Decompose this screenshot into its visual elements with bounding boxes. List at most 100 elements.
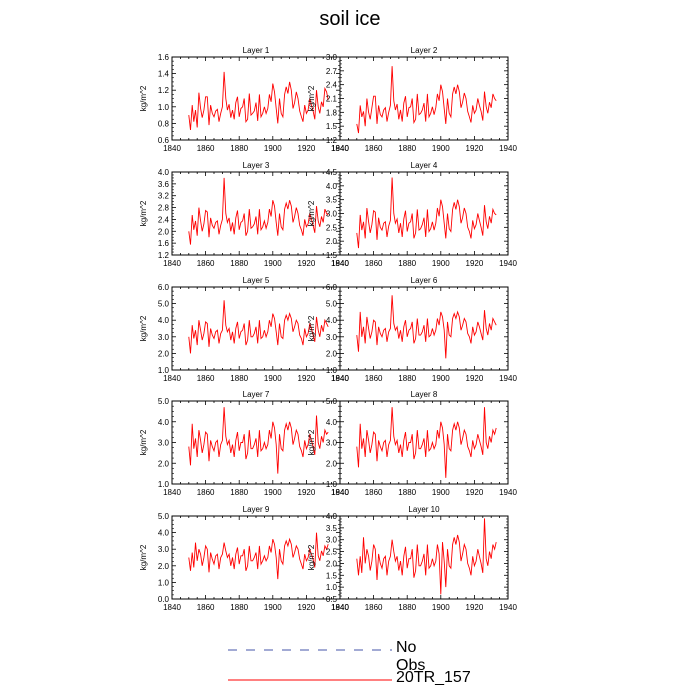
legend-label-no-obs: No Obs [396,639,426,674]
y-tick-label: 4.0 [326,316,338,325]
x-tick-label: 1880 [230,603,248,612]
x-tick-label: 1940 [331,603,349,612]
x-tick-label: 1940 [499,374,517,383]
x-tick-label: 1880 [398,488,416,497]
panel-3: Layer 3 kg/m^2 1840 1860 1880 1900 1920 1940 1.2… [139,161,349,268]
series-line-20tr-157 [188,407,329,474]
x-tick-label: 1900 [264,488,282,497]
y-tick-label: 1.4 [158,70,170,79]
x-tick-label: 1900 [264,374,282,383]
x-tick-label: 1900 [432,488,450,497]
y-tick-label: 4.5 [326,168,338,177]
series-line-20tr-157 [356,66,497,134]
y-tick-label: 3.0 [326,53,338,62]
y-tick-label: 1.0 [326,583,338,592]
panel-title: Layer 1 [243,46,270,55]
y-tick-label: 4.0 [158,316,170,325]
x-tick-label: 1940 [331,144,349,153]
y-axis-label: kg/m^2 [139,315,148,341]
y-tick-label: 6.0 [326,283,338,292]
x-tick-label: 1840 [331,603,349,612]
y-axis-label: kg/m^2 [307,429,316,455]
x-tick-label: 1840 [331,259,349,268]
y-tick-label: 1.2 [158,86,170,95]
y-axis-label: kg/m^2 [307,85,316,111]
x-tick-label: 1900 [432,144,450,153]
x-tick-label: 1900 [432,603,450,612]
y-tick-label: 3.6 [158,180,170,189]
y-tick-label: 0.0 [158,595,170,604]
y-tick-label: 2.0 [326,459,338,468]
x-tick-label: 1920 [298,603,316,612]
x-tick-label: 1880 [230,488,248,497]
y-tick-label: 1.0 [158,103,170,112]
y-tick-label: 1.5 [326,571,338,580]
panel-title: Layer 8 [411,390,438,399]
y-tick-label: 0.6 [158,136,170,145]
x-tick-label: 1920 [298,259,316,268]
x-tick-label: 1840 [163,374,181,383]
y-tick-label: 4.0 [326,512,338,521]
x-tick-label: 1920 [466,144,484,153]
x-tick-label: 1880 [398,603,416,612]
panel-title: Layer 4 [411,161,438,170]
x-tick-label: 1900 [432,374,450,383]
y-tick-label: 5.0 [326,397,338,406]
y-tick-label: 1.0 [158,480,170,489]
y-tick-label: 4.0 [326,418,338,427]
y-tick-label: 1.2 [326,136,338,145]
y-tick-label: 1.0 [326,480,338,489]
y-tick-label: 5.0 [326,300,338,309]
x-tick-label: 1940 [331,374,349,383]
y-tick-label: 1.6 [158,53,170,62]
y-tick-label: 2.0 [326,559,338,568]
panel-title: Layer 9 [243,505,270,514]
y-axis-label: kg/m^2 [139,200,148,226]
x-tick-label: 1940 [331,259,349,268]
y-tick-label: 3.0 [158,333,170,342]
x-tick-label: 1880 [398,144,416,153]
y-tick-label: 3.2 [158,192,170,201]
x-tick-label: 1860 [365,488,383,497]
y-tick-label: 1.0 [158,578,170,587]
x-tick-label: 1860 [365,374,383,383]
y-tick-label: 6.0 [158,283,170,292]
panel-title: Layer 7 [243,390,270,399]
y-tick-label: 5.0 [158,300,170,309]
y-tick-label: 5.0 [158,512,170,521]
y-tick-label: 1.5 [326,122,338,131]
y-axis-label: kg/m^2 [307,315,316,341]
x-tick-label: 1880 [230,259,248,268]
panel-9: Layer 9 kg/m^2 1840 1860 1880 1900 1920 1940 0.0… [139,505,349,612]
y-tick-label: 2.0 [326,237,338,246]
y-tick-label: 2.0 [158,562,170,571]
x-tick-label: 1900 [264,603,282,612]
y-tick-label: 2.0 [158,227,170,236]
x-tick-label: 1880 [230,144,248,153]
chart-main-title: soil ice [319,8,381,30]
x-tick-label: 1920 [466,488,484,497]
x-tick-label: 1920 [466,374,484,383]
x-tick-label: 1900 [264,144,282,153]
y-tick-label: 2.5 [326,548,338,557]
series-line-20tr-157 [356,295,497,359]
y-tick-label: 4.0 [158,529,170,538]
x-tick-label: 1940 [499,259,517,268]
y-tick-label: 5.0 [158,397,170,406]
x-tick-label: 1860 [197,488,215,497]
y-tick-label: 3.0 [158,545,170,554]
x-tick-label: 1840 [163,259,181,268]
y-tick-label: 1.5 [326,251,338,260]
y-tick-label: 2.5 [326,223,338,232]
y-axis-label: kg/m^2 [307,544,316,570]
y-axis-label: kg/m^2 [139,544,148,570]
series-line-20tr-157 [356,407,497,478]
x-tick-label: 1860 [197,144,215,153]
